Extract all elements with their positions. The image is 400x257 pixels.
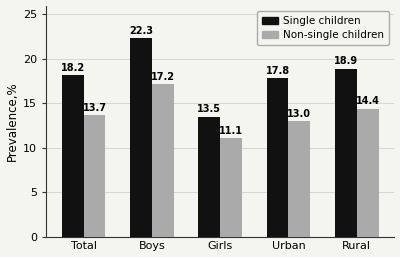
Text: 13.5: 13.5 (197, 104, 221, 114)
Bar (220, 138, 242, 237)
Bar (84, 115, 106, 237)
Bar (62, 75, 84, 237)
Text: 14.4: 14.4 (356, 96, 380, 106)
Y-axis label: Prevalence,%: Prevalence,% (6, 81, 18, 161)
Bar (266, 78, 288, 237)
Text: 13.7: 13.7 (82, 103, 106, 113)
Legend: Single children, Non-single children: Single children, Non-single children (257, 11, 389, 45)
Bar (130, 39, 152, 237)
Text: 11.1: 11.1 (219, 126, 243, 136)
Text: 13.0: 13.0 (287, 109, 311, 119)
Bar (288, 121, 310, 237)
Bar (198, 117, 220, 237)
Text: 17.2: 17.2 (151, 71, 175, 81)
Bar (152, 84, 174, 237)
Bar (335, 69, 357, 237)
Text: 18.2: 18.2 (60, 63, 85, 73)
Text: 18.9: 18.9 (334, 57, 358, 66)
Text: 22.3: 22.3 (129, 26, 153, 36)
Bar (357, 109, 379, 237)
Text: 17.8: 17.8 (266, 66, 290, 76)
